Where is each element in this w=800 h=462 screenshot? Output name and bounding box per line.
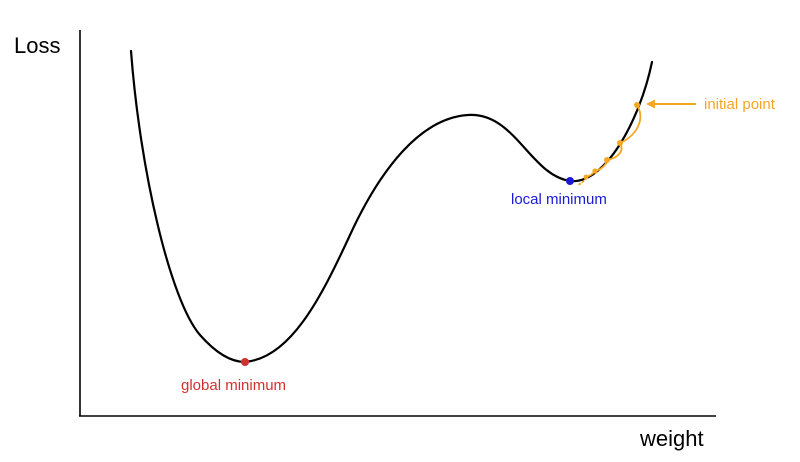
global-minimum-label: global minimum bbox=[181, 377, 286, 394]
descent-point bbox=[583, 174, 589, 180]
local-minimum-label: local minimum bbox=[511, 191, 607, 208]
descent-step-points bbox=[583, 102, 640, 180]
initial-point-arrowhead bbox=[646, 99, 655, 109]
y-axis-label: Loss bbox=[14, 33, 60, 58]
descent-point bbox=[617, 140, 623, 146]
gradient-descent-path bbox=[576, 104, 642, 186]
descent-point bbox=[604, 157, 610, 163]
descent-point bbox=[634, 102, 640, 108]
axes bbox=[79, 30, 716, 417]
descent-step-arrow bbox=[619, 104, 642, 144]
descent-point bbox=[592, 168, 598, 174]
local-minimum-point bbox=[566, 177, 574, 185]
initial-point-label: initial point bbox=[704, 96, 776, 113]
x-axis-label: weight bbox=[639, 426, 704, 451]
global-minimum-point bbox=[241, 358, 249, 366]
